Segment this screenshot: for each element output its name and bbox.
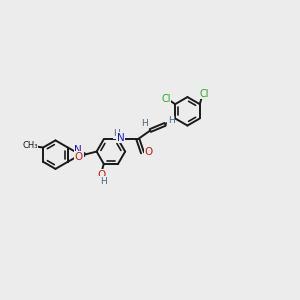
Text: Cl: Cl bbox=[200, 88, 209, 99]
Text: O: O bbox=[75, 152, 83, 162]
Text: H: H bbox=[113, 129, 120, 138]
Text: H: H bbox=[100, 177, 106, 186]
Text: CH₃: CH₃ bbox=[22, 141, 38, 150]
Text: H: H bbox=[141, 119, 148, 128]
Text: O: O bbox=[98, 170, 106, 180]
Text: N: N bbox=[117, 133, 124, 143]
Text: O: O bbox=[145, 147, 153, 157]
Text: Cl: Cl bbox=[161, 94, 171, 103]
Text: N: N bbox=[74, 145, 82, 155]
Text: H: H bbox=[168, 116, 175, 125]
